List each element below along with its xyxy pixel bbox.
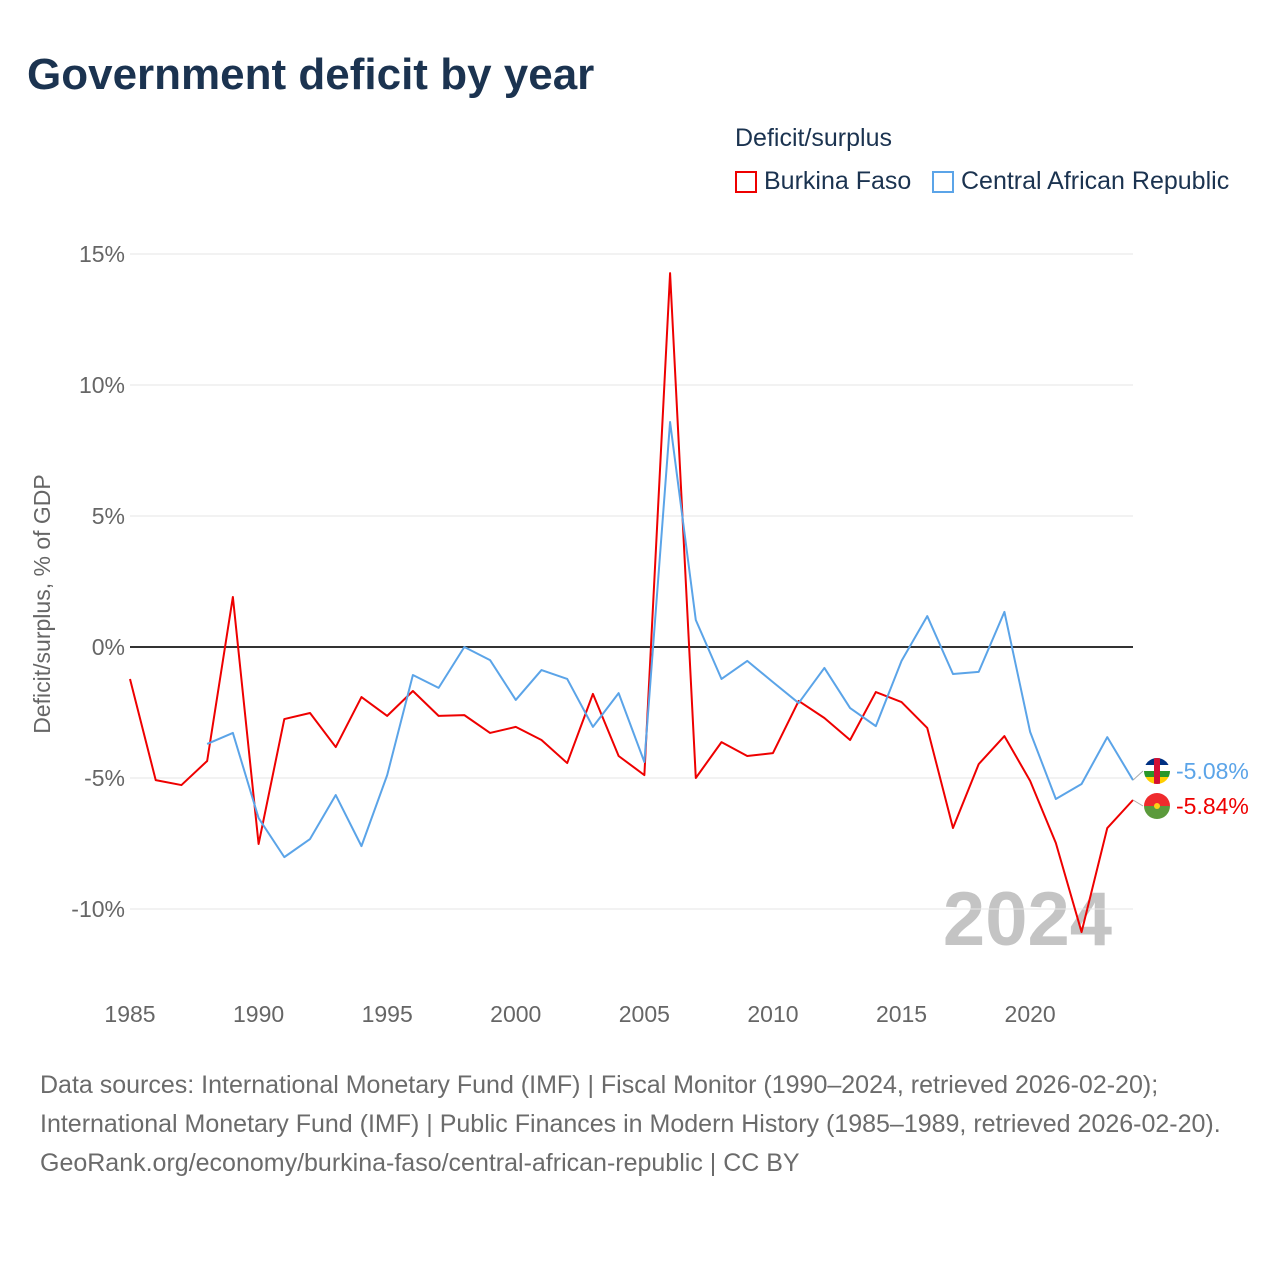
series-line-burkina-faso	[129, 272, 1134, 934]
burkina-faso-flag-icon	[1144, 793, 1170, 819]
legend-item-burkina-faso[interactable]: Burkina Faso	[735, 167, 911, 196]
end-connector	[1132, 770, 1144, 781]
legend-swatch	[932, 170, 954, 193]
legend-item-central-african-republic[interactable]: Central African Republic	[932, 167, 1229, 196]
x-tick-label: 1990	[233, 1001, 284, 1027]
y-tick-label: 5%	[92, 503, 125, 529]
end-connector	[1132, 799, 1144, 807]
x-tick-label: 2010	[747, 1001, 798, 1027]
legend-swatch	[735, 170, 757, 193]
footer: Data sources: International Monetary Fun…	[40, 1066, 1240, 1183]
end-value-label: -5.08%	[1176, 758, 1249, 784]
x-tick-label: 1985	[104, 1001, 155, 1027]
central-african-republic-flag-icon	[1144, 758, 1170, 784]
attribution-link[interactable]: GeoRank.org/economy/burkina-faso/central…	[40, 1149, 800, 1177]
y-tick-label: 15%	[79, 241, 125, 267]
end-value-label: -5.84%	[1176, 793, 1249, 819]
x-tick-label: 2000	[490, 1001, 541, 1027]
x-tick-label: 2015	[876, 1001, 927, 1027]
x-tick-label: 2005	[619, 1001, 670, 1027]
data-sources: Data sources: International Monetary Fun…	[40, 1071, 1221, 1138]
year-watermark: 2024	[943, 877, 1112, 962]
y-axis-label: Deficit/surplus, % of GDP	[29, 474, 55, 733]
y-tick-label: -10%	[71, 896, 125, 922]
page-title: Government deficit by year	[27, 50, 595, 99]
legend-label: Burkina Faso	[764, 167, 912, 195]
x-tick-label: 1995	[362, 1001, 413, 1027]
x-tick-label: 2020	[1005, 1001, 1056, 1027]
y-tick-label: 10%	[79, 372, 125, 398]
legend-label: Central African Republic	[961, 167, 1230, 195]
legend-title: Deficit/surplus	[735, 124, 892, 152]
y-tick-label: -5%	[84, 765, 125, 791]
y-tick-label: 0%	[92, 634, 125, 660]
line-chart: 2024 15% 10% 5% 0% -5% -10% 1985 1990 1995 2000 200…	[29, 241, 1249, 1027]
series-line-central-african-republic	[206, 420, 1134, 859]
